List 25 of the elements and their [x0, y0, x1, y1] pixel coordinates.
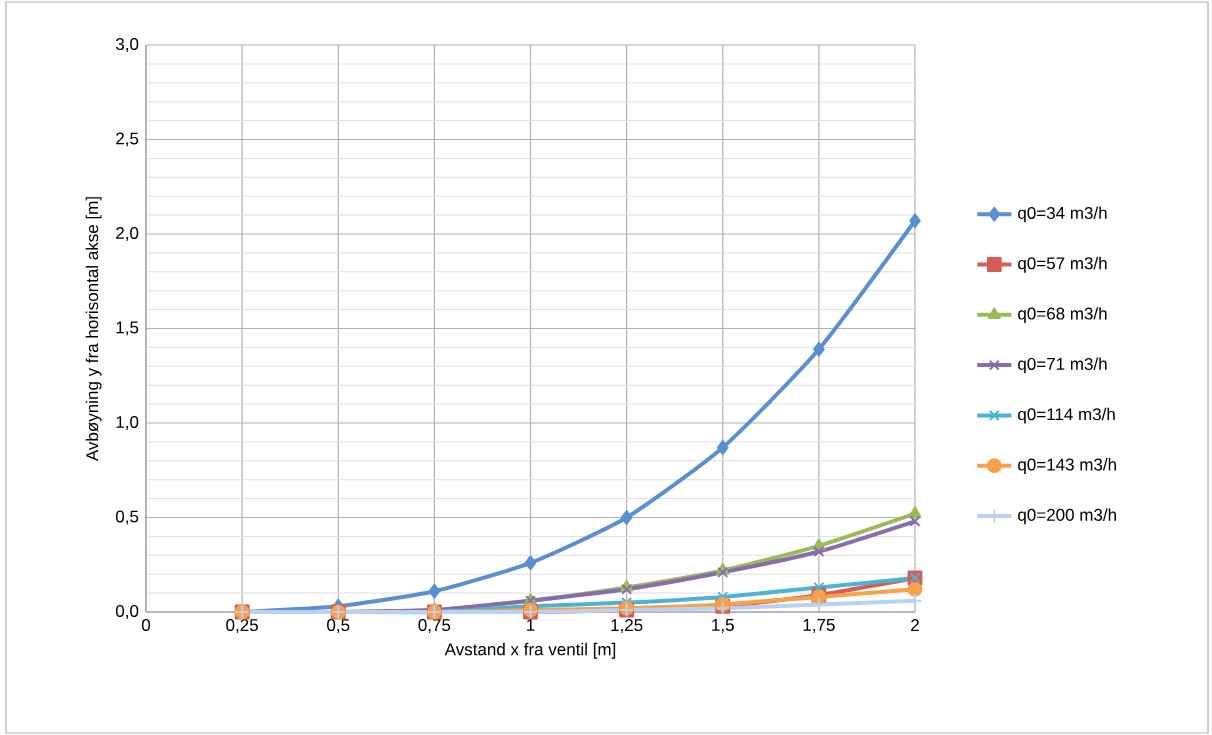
x-tick-label: 1: [527, 619, 535, 631]
legend-label: q0=114 m3/h: [1018, 407, 1115, 424]
y-tick-label: 2,5: [116, 132, 139, 147]
x-tick-label: 0,5: [327, 619, 350, 634]
y-tick-label: 1,0: [116, 415, 139, 431]
y-tick-label: 0,5: [115, 510, 139, 525]
legend-label: q0=143 m3/h: [1018, 458, 1116, 474]
legend-label: q0=68 m3/h: [1018, 307, 1107, 323]
y-tick-label: 2,0: [116, 226, 139, 242]
x-tick-label: 0,25: [226, 619, 258, 634]
x-tick-label: 0: [141, 619, 151, 632]
y-tick-label: 3,0: [115, 37, 139, 53]
x-tick-label: 2: [911, 619, 919, 631]
legend-label: q0=57 m3/h: [1018, 256, 1107, 273]
x-axis-title: Avstand x fra ventil [m]: [444, 642, 616, 659]
y-tick-label: 0,0: [115, 604, 139, 620]
x-tick-label: 1,5: [712, 619, 734, 633]
x-tick-label: 1,75: [803, 619, 835, 633]
x-tick-label: 0,75: [418, 619, 451, 634]
y-axis-title: Avbøyning y fra horisontal akse [m]: [85, 197, 102, 462]
legend-label: q0=34 m3/h: [1018, 206, 1107, 223]
legend-label: q0=71 m3/h: [1018, 357, 1107, 374]
x-tick-label: 1,25: [611, 619, 643, 634]
y-tick-label: 1,5: [116, 321, 139, 336]
legend-label: q0=200 m3/h: [1018, 508, 1116, 525]
